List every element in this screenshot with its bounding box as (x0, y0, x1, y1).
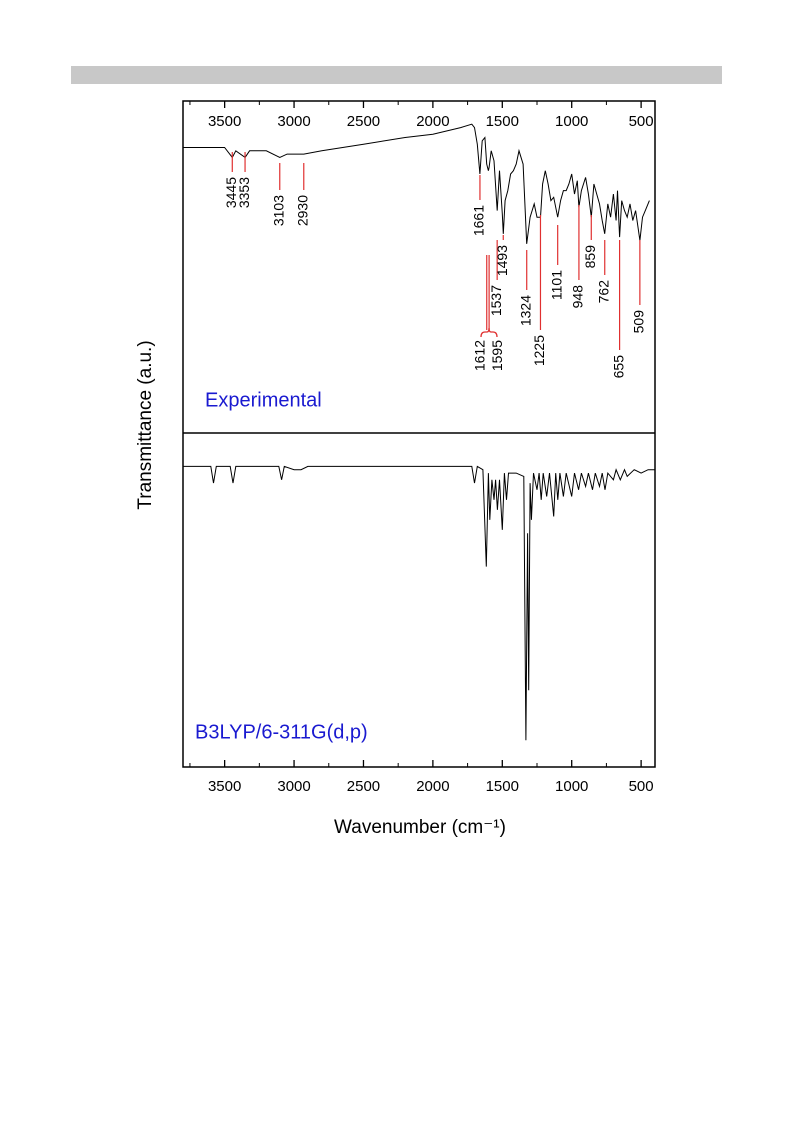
panel-label: Experimental (205, 389, 322, 411)
x-tick-label: 1000 (555, 778, 588, 795)
annotation-label: 1324 (517, 295, 533, 326)
annotation-label: 1225 (531, 335, 547, 366)
x-tick-label: 500 (629, 113, 654, 130)
x-tick-label: 2000 (416, 113, 449, 130)
x-tick-label: 3000 (277, 778, 310, 795)
annotation-label: 3445 (223, 177, 239, 208)
x-tick-label: 500 (629, 778, 654, 795)
annotation-label: 948 (570, 285, 586, 309)
annotation-label: 3103 (271, 195, 287, 226)
annotation-label: 655 (610, 355, 626, 379)
spectrum-line (183, 123, 650, 244)
x-tick-label: 2500 (347, 778, 380, 795)
x-tick-label: 1000 (555, 113, 588, 130)
x-tick-label: 3500 (208, 113, 241, 130)
annotation-label: 509 (631, 310, 647, 334)
spectrum-line (183, 465, 655, 741)
annotation-label: 1612 (471, 340, 487, 371)
header-bar (71, 66, 722, 84)
x-axis-label: Wavenumber (cm⁻¹) (334, 817, 506, 838)
x-tick-label: 2500 (347, 113, 380, 130)
annotation-label: 1537 (488, 285, 504, 316)
annotation-label: 3353 (236, 177, 252, 208)
annotation-label: 1595 (489, 340, 505, 371)
annotation-label: 1101 (548, 270, 564, 300)
annotation-label: 762 (595, 280, 611, 304)
annotation-label: 859 (582, 245, 598, 269)
plot-frame (182, 100, 656, 768)
x-tick-label: 1500 (486, 778, 519, 795)
annotation-label: 1661 (471, 205, 487, 236)
annotation-label: 2930 (295, 195, 311, 226)
panel-label: B3LYP/6-311G(d,p) (195, 721, 368, 743)
x-tick-label: 3000 (277, 113, 310, 130)
annotation-label: 1493 (494, 245, 510, 276)
x-tick-label: 2000 (416, 778, 449, 795)
y-axis-label: Transmittance (a.u.) (135, 340, 156, 509)
x-tick-label: 1500 (486, 113, 519, 130)
x-tick-label: 3500 (208, 778, 241, 795)
